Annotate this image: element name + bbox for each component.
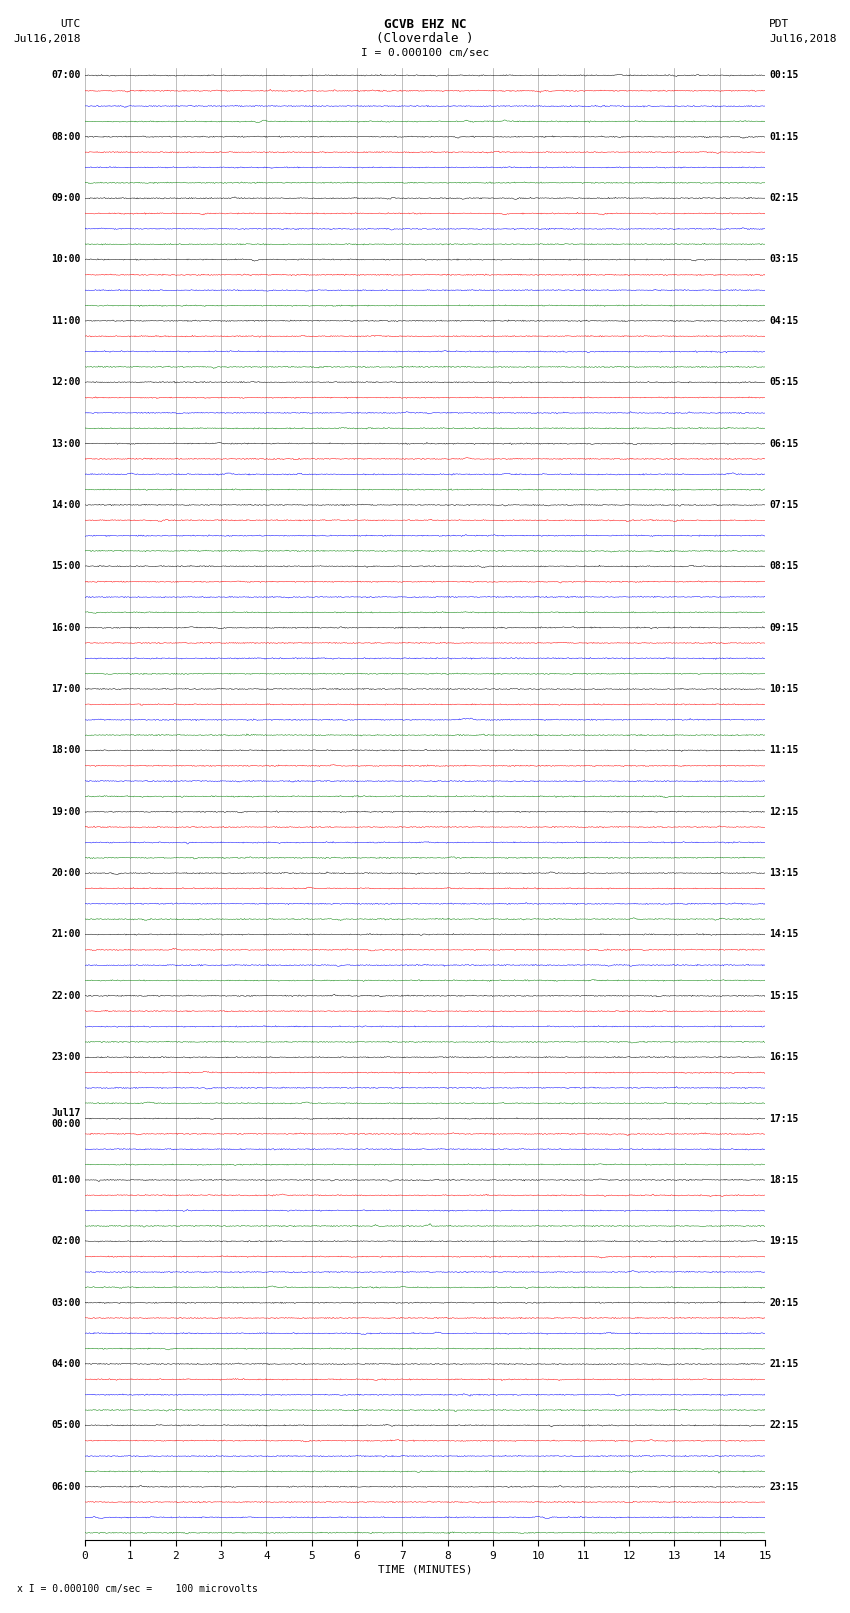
Text: 04:15: 04:15 [769, 316, 799, 326]
Text: 18:00: 18:00 [51, 745, 81, 755]
Text: 07:15: 07:15 [769, 500, 799, 510]
Text: 02:00: 02:00 [51, 1236, 81, 1247]
Text: 18:15: 18:15 [769, 1174, 799, 1186]
Text: 01:15: 01:15 [769, 132, 799, 142]
Text: 19:15: 19:15 [769, 1236, 799, 1247]
Text: (Cloverdale ): (Cloverdale ) [377, 32, 473, 45]
Text: 17:15: 17:15 [769, 1113, 799, 1124]
Text: 09:15: 09:15 [769, 623, 799, 632]
Text: 21:15: 21:15 [769, 1360, 799, 1369]
Text: 20:00: 20:00 [51, 868, 81, 877]
Text: 07:00: 07:00 [51, 71, 81, 81]
Text: 23:15: 23:15 [769, 1482, 799, 1492]
Text: 00:15: 00:15 [769, 71, 799, 81]
Text: 04:00: 04:00 [51, 1360, 81, 1369]
Text: 17:00: 17:00 [51, 684, 81, 694]
Text: 15:15: 15:15 [769, 990, 799, 1000]
Text: 03:00: 03:00 [51, 1297, 81, 1308]
Text: 12:15: 12:15 [769, 806, 799, 816]
Text: Jul17
00:00: Jul17 00:00 [51, 1108, 81, 1129]
Text: 22:00: 22:00 [51, 990, 81, 1000]
Text: PDT: PDT [769, 19, 790, 29]
Text: 13:15: 13:15 [769, 868, 799, 877]
Text: x I = 0.000100 cm/sec =    100 microvolts: x I = 0.000100 cm/sec = 100 microvolts [17, 1584, 258, 1594]
Text: 13:00: 13:00 [51, 439, 81, 448]
Text: 10:15: 10:15 [769, 684, 799, 694]
Text: 22:15: 22:15 [769, 1421, 799, 1431]
Text: 08:00: 08:00 [51, 132, 81, 142]
Text: 11:15: 11:15 [769, 745, 799, 755]
Text: 08:15: 08:15 [769, 561, 799, 571]
Text: 05:15: 05:15 [769, 377, 799, 387]
Text: 09:00: 09:00 [51, 194, 81, 203]
Text: 23:00: 23:00 [51, 1052, 81, 1063]
Text: 01:00: 01:00 [51, 1174, 81, 1186]
Text: 10:00: 10:00 [51, 255, 81, 265]
Text: Jul16,2018: Jul16,2018 [14, 34, 81, 44]
Text: 06:00: 06:00 [51, 1482, 81, 1492]
Text: 05:00: 05:00 [51, 1421, 81, 1431]
Text: 19:00: 19:00 [51, 806, 81, 816]
Text: 16:15: 16:15 [769, 1052, 799, 1063]
Text: 03:15: 03:15 [769, 255, 799, 265]
Text: GCVB EHZ NC: GCVB EHZ NC [383, 18, 467, 31]
Text: 15:00: 15:00 [51, 561, 81, 571]
Text: 16:00: 16:00 [51, 623, 81, 632]
Text: 06:15: 06:15 [769, 439, 799, 448]
Text: 12:00: 12:00 [51, 377, 81, 387]
Text: 21:00: 21:00 [51, 929, 81, 939]
Text: 14:00: 14:00 [51, 500, 81, 510]
X-axis label: TIME (MINUTES): TIME (MINUTES) [377, 1565, 473, 1574]
Text: 20:15: 20:15 [769, 1297, 799, 1308]
Text: UTC: UTC [60, 19, 81, 29]
Text: Jul16,2018: Jul16,2018 [769, 34, 836, 44]
Text: 14:15: 14:15 [769, 929, 799, 939]
Text: I = 0.000100 cm/sec: I = 0.000100 cm/sec [361, 48, 489, 58]
Text: 11:00: 11:00 [51, 316, 81, 326]
Text: 02:15: 02:15 [769, 194, 799, 203]
